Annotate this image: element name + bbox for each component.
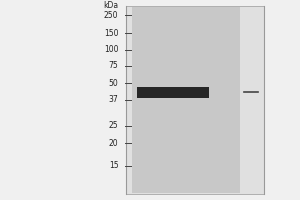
Bar (126, 6, 264, 194)
Text: 50: 50 (109, 78, 118, 88)
Text: kDa: kDa (103, 1, 118, 10)
Text: 25: 25 (109, 121, 118, 130)
Text: 75: 75 (109, 62, 118, 71)
Text: 250: 250 (104, 10, 118, 20)
Text: 37: 37 (109, 96, 118, 104)
Text: 15: 15 (109, 162, 118, 170)
Bar (136, 86, 208, 98)
Text: 150: 150 (104, 28, 118, 38)
Text: 20: 20 (109, 138, 118, 148)
Bar (132, 7, 240, 193)
Text: 100: 100 (104, 46, 118, 54)
